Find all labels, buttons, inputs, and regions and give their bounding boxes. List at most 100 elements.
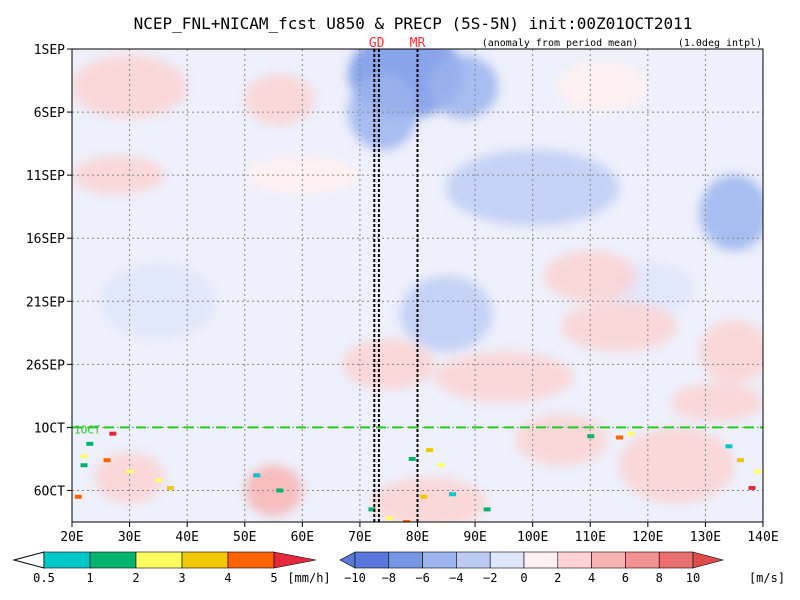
y-tick-label: 11SEP: [26, 169, 65, 184]
init-line-label: 1OCT: [74, 423, 101, 436]
precip-cell: [420, 494, 428, 499]
precip-colorbar-label: 2: [132, 571, 139, 585]
precip-cells: [74, 431, 762, 522]
u850-colorbar-swatch: [422, 551, 457, 569]
anomaly-patch: [244, 74, 314, 125]
precip-cell: [616, 435, 624, 440]
chart-subtitle-left: (anomaly from period mean): [482, 38, 639, 49]
precip-cell: [437, 463, 445, 468]
precip-cell: [86, 441, 94, 446]
anomaly-patch: [446, 149, 620, 226]
precip-cell: [385, 516, 393, 521]
x-tick-label: 130E: [690, 530, 721, 545]
x-tick-label: 100E: [517, 530, 548, 545]
u850-colorbar-label: 2: [554, 571, 561, 585]
anomaly-patch: [72, 55, 188, 119]
x-tick-label: 50E: [233, 530, 256, 545]
precip-colorbar-label: 5: [270, 571, 277, 585]
x-tick-label: 20E: [60, 530, 83, 545]
x-tick-label: 40E: [175, 530, 198, 545]
precip-colorbar-swatch: [227, 551, 275, 569]
anomaly-patch: [515, 414, 608, 466]
x-tick-label: 80E: [406, 530, 429, 545]
u850-colorbar-swatch: [591, 551, 626, 569]
u850-colorbar-swatch: [523, 551, 559, 569]
y-tick-label: 16SEP: [26, 232, 65, 247]
precip-cell: [483, 507, 491, 512]
y-tick-label: 6OCT: [34, 484, 65, 499]
u850-colorbar-label: −6: [415, 571, 429, 585]
u850-colorbar-label: 4: [588, 571, 595, 585]
precip-cell: [587, 434, 595, 439]
precip-cell: [402, 520, 410, 522]
anomaly-patch: [561, 301, 677, 352]
precip-cell: [449, 492, 457, 497]
precip-cell: [426, 448, 434, 453]
precip-cell: [408, 456, 416, 461]
precip-colorbar-high-arrow: [273, 551, 317, 569]
anomaly-patch: [699, 320, 763, 384]
anomaly-patch: [371, 477, 487, 522]
anomaly-patch: [699, 175, 763, 251]
precip-cell: [74, 494, 82, 499]
y-tick-label: 26SEP: [26, 358, 65, 373]
precip-colorbar-unit: [mm/h]: [287, 571, 330, 585]
u850-colorbar-swatch: [625, 551, 660, 569]
x-tick-label: 30E: [118, 530, 141, 545]
u850-colorbar-label: 10: [686, 571, 700, 585]
u850-colorbar-high-arrow: [692, 551, 725, 569]
y-tick-label: 6SEP: [34, 106, 65, 121]
u850-colorbar-swatch: [354, 551, 390, 569]
precip-cell: [80, 463, 88, 468]
y-tick-label: 1OCT: [34, 421, 65, 436]
precip-colorbar-low-arrow: [12, 551, 45, 569]
anomaly-patch: [434, 351, 573, 403]
precip-cell: [627, 431, 635, 436]
precip-cell: [126, 469, 134, 474]
precip-colorbar-swatch: [43, 551, 91, 569]
u850-colorbar-swatch: [489, 551, 525, 569]
u850-colorbar-label: −10: [344, 571, 366, 585]
x-tick-label: 60E: [291, 530, 314, 545]
u850-colorbar: −10 −8 −6 −4 −2 0 2 4 6 8 10 [m/s]: [339, 551, 785, 585]
u850-colorbar-swatch: [456, 551, 491, 569]
precip-cell: [276, 488, 284, 493]
x-axis: 20E 30E 40E 50E 60E 70E 80E 90E 100E 110E 120E 130E…: [60, 522, 779, 545]
u850-colorbar-label: 6: [622, 571, 629, 585]
precip-cell: [166, 485, 174, 490]
precip-cell: [253, 473, 261, 478]
u850-colorbar-unit: [m/s]: [749, 571, 785, 585]
precip-colorbar-swatch: [181, 551, 229, 569]
u850-colorbar-swatch: [658, 551, 694, 569]
marker-label: MR: [410, 36, 426, 51]
precip-cell: [80, 454, 88, 459]
y-axis: 1SEP 6SEP 11SEP 16SEP 21SEP 26SEP 1OCT 6OCT: [26, 43, 72, 499]
precip-colorbar-label: 4: [224, 571, 231, 585]
precip-colorbar-label: 0.5: [33, 571, 55, 585]
anomaly-patch: [619, 427, 735, 504]
y-tick-label: 1SEP: [34, 43, 65, 58]
precip-cell: [368, 507, 376, 512]
u850-colorbar-low-arrow: [339, 551, 356, 569]
precip-cell: [155, 478, 163, 483]
precip-colorbar-label: 3: [178, 571, 185, 585]
precip-colorbar: 0.5 1 2 3 4 5 [mm/h]: [12, 551, 331, 585]
anomaly-patch: [544, 250, 637, 302]
chart-title: NCEP_FNL+NICAM_fcst U850 & PRECP (5S-5N)…: [134, 14, 693, 33]
anomaly-patch: [429, 55, 499, 119]
anomaly-patch: [670, 383, 763, 422]
x-tick-label: 110E: [575, 530, 606, 545]
x-tick-label: 120E: [632, 530, 663, 545]
u850-colorbar-label: 0: [520, 571, 527, 585]
x-tick-label: 70E: [348, 530, 371, 545]
precip-cell: [109, 431, 117, 436]
x-tick-label: 90E: [463, 530, 486, 545]
station-markers: GD MR 1OCT: [74, 36, 425, 522]
u850-colorbar-swatch: [388, 551, 423, 569]
u850-colorbar-label: −2: [483, 571, 497, 585]
marker-label: GD: [369, 36, 385, 51]
precip-colorbar-swatch: [135, 551, 183, 569]
precip-cell: [748, 485, 756, 490]
anomaly-patch: [400, 276, 493, 352]
